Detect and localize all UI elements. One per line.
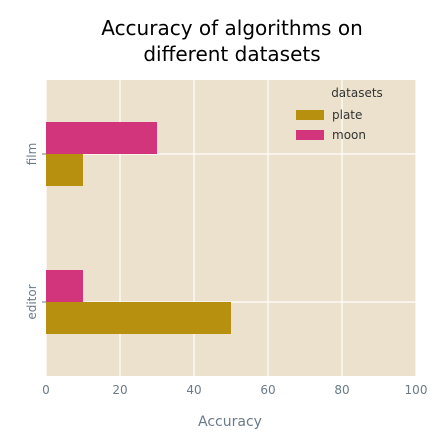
chart-title-line-2: different datasets [143,42,320,66]
x-tick-label-3: 60 [260,383,275,397]
x-tick-label-4: 80 [334,383,349,397]
x-tick-label-0: 0 [42,383,50,397]
y-tick-label-film: film [25,143,39,166]
y-tick-label-editor: editor [25,284,39,319]
bar-editor-moon [46,270,83,302]
legend-title: datasets [331,86,383,100]
legend-swatch-plate [296,110,324,120]
x-axis-ticks: 0 20 40 60 80 100 [42,383,427,397]
x-tick-label-5: 100 [405,383,428,397]
x-tick-label-1: 20 [112,383,127,397]
x-axis-label: Accuracy [198,414,262,430]
bar-film-moon [46,122,157,154]
y-axis-ticks: film editor [25,143,46,320]
bar-editor-plate [46,302,231,334]
legend: datasets plate moon [296,86,383,142]
bar-film-plate [46,154,83,186]
chart-title-line-1: Accuracy of algorithms on [101,16,363,40]
bars [46,122,231,334]
x-tick-label-2: 40 [186,383,201,397]
legend-swatch-moon [296,130,324,140]
legend-label-moon: moon [332,128,366,142]
legend-label-plate: plate [332,108,362,122]
